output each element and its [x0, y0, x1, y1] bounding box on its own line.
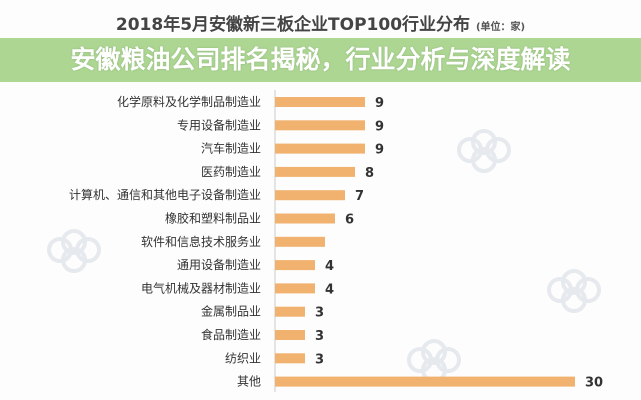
bar [275, 353, 305, 364]
category-label: 通用设备制造业 [177, 258, 261, 272]
watermark-logo-icon [561, 287, 587, 313]
data-label: 4 [325, 282, 334, 297]
data-label: 6 [345, 213, 354, 228]
bar [275, 190, 345, 201]
headline-text: 安徽粮油公司排名揭秘，行业分析与深度解读 [70, 45, 571, 74]
category-label: 纺织业 [225, 351, 261, 365]
bar [275, 260, 315, 271]
category-label: 汽车制造业 [201, 141, 261, 156]
chart-title: 2018年5月安徽新三板企业TOP100行业分布 (单位：家) [0, 10, 641, 35]
bar [275, 283, 315, 294]
category-label: 金属制品业 [201, 304, 261, 319]
data-label: 9 [375, 143, 384, 158]
watermark-logo-icon [471, 129, 497, 155]
watermark-logo-icon [421, 339, 447, 365]
data-label: 8 [365, 166, 374, 181]
data-label: 9 [375, 96, 384, 111]
data-label: 3 [315, 352, 324, 367]
data-label: 7 [355, 189, 364, 204]
data-label: 3 [315, 306, 324, 321]
watermark-logo-icon [61, 229, 87, 255]
headline-banner: 安徽粮油公司排名揭秘，行业分析与深度解读 [0, 38, 641, 82]
category-label: 其他 [237, 375, 261, 389]
category-label: 计算机、通信和其他电子设备制造业 [69, 187, 261, 202]
watermark-logo-icon [471, 147, 497, 173]
data-label: 30 [585, 376, 603, 391]
bar [275, 97, 365, 107]
category-label: 电气机械及器材制造业 [141, 280, 261, 295]
data-label: 4 [325, 259, 334, 274]
bar [275, 213, 335, 224]
category-label: 化学原料及化学制品制造业 [117, 94, 261, 109]
category-label: 专用设备制造业 [177, 117, 261, 132]
watermark-logo-icon [561, 269, 587, 295]
bar [275, 236, 325, 247]
data-label: 3 [315, 329, 324, 344]
watermark-logo-icon [61, 247, 87, 273]
chart-title-text: 2018年5月安徽新三板企业TOP100行业分布 [115, 15, 471, 35]
category-label: 食品制造业 [201, 327, 261, 342]
bar [275, 166, 355, 177]
data-label: 9 [375, 119, 384, 134]
bar [275, 376, 575, 387]
chart-unit: (单位：家) [475, 22, 526, 33]
bar [275, 330, 305, 340]
category-label: 软件和信息技术服务业 [141, 234, 261, 249]
bar [275, 306, 305, 317]
category-label: 橡胶和塑料制品业 [165, 211, 261, 226]
bar [275, 120, 365, 131]
bar [275, 143, 365, 154]
category-label: 医药制造业 [201, 165, 261, 179]
